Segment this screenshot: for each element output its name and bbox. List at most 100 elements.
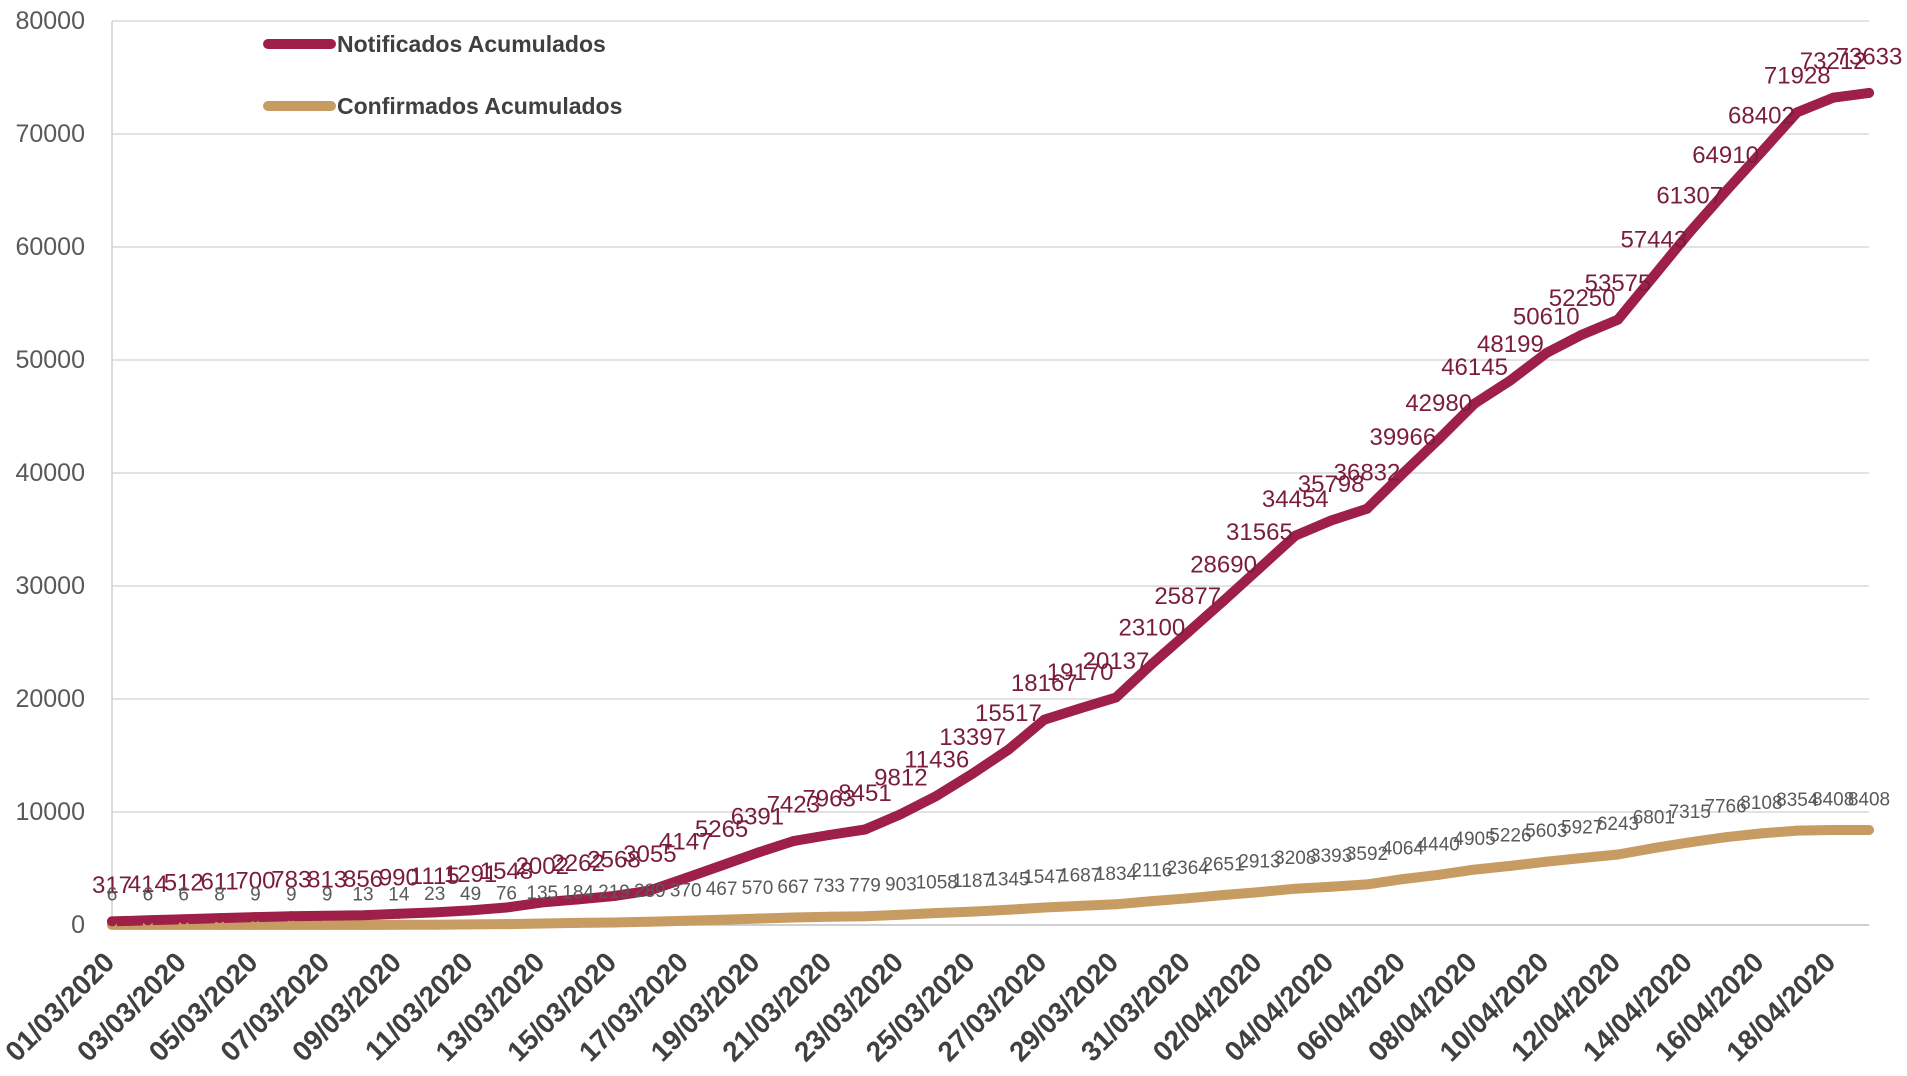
notificados-point xyxy=(1039,714,1050,725)
notificados-data-label: 28690 xyxy=(1190,551,1257,578)
notificados-data-label: 2002 xyxy=(516,853,569,880)
notificados-series-line xyxy=(107,87,1874,927)
confirmados-point xyxy=(716,914,727,925)
notificados-point xyxy=(358,910,368,921)
notificados-point xyxy=(752,847,763,858)
confirmados-point xyxy=(1648,843,1659,854)
notificados-point xyxy=(1864,87,1874,98)
confirmados-data-label: 23 xyxy=(424,884,445,905)
notificados-point xyxy=(286,911,297,922)
data-labels: 3174145126117007838138569901115129115482… xyxy=(92,43,1902,905)
confirmados-point xyxy=(860,911,870,922)
notificados-data-label: 35798 xyxy=(1298,471,1365,498)
confirmados-point xyxy=(1613,849,1623,860)
y-tick-label: 60000 xyxy=(15,233,85,261)
notificados-point xyxy=(214,913,225,924)
gridlines xyxy=(112,20,1869,813)
confirmados-data-label: 6 xyxy=(107,884,118,905)
confirmados-data-label: 49 xyxy=(460,884,481,905)
notificados-data-label: 18167 xyxy=(1011,670,1078,697)
confirmados-data-label: 219 xyxy=(598,882,630,903)
notificados-data-label: 512 xyxy=(164,870,204,897)
notificados-data-label: 11436 xyxy=(904,746,969,773)
y-tick-labels: 0 10000 20000 30000 40000 50000 60000 70000 8000… xyxy=(15,7,85,939)
notificados-data-label: 73212 xyxy=(1800,48,1867,75)
y-tick-label: 30000 xyxy=(15,572,85,600)
confirmados-data-label: 5226 xyxy=(1489,825,1531,846)
notificados-point xyxy=(107,916,117,927)
notificados-point xyxy=(1541,348,1552,359)
confirmados-point xyxy=(1792,825,1803,836)
notificados-data-label: 813 xyxy=(307,866,347,893)
confirmados-point xyxy=(393,919,404,930)
notificados-point xyxy=(1505,375,1516,386)
notificados-data-label: 6391 xyxy=(731,803,784,830)
notificados-point xyxy=(1433,434,1444,445)
confirmados-data-label: 2651 xyxy=(1202,855,1244,876)
confirmados-data-label: 903 xyxy=(885,874,917,895)
confirmados-point xyxy=(1469,864,1480,875)
notificados-data-label: 71928 xyxy=(1764,63,1831,90)
confirmados-data-label: 1187 xyxy=(952,871,993,892)
confirmados-point xyxy=(322,919,333,930)
confirmados-data-label: 8108 xyxy=(1740,793,1782,814)
confirmados-point xyxy=(501,919,512,930)
notificados-data-label: 20137 xyxy=(1083,648,1150,675)
confirmados-point xyxy=(788,912,799,923)
notificados-point xyxy=(1613,314,1623,325)
notificados-point xyxy=(178,914,189,925)
confirmados-series-line xyxy=(107,825,1874,930)
confirmados-data-label: 14 xyxy=(388,884,410,905)
confirmados-data-label: 7766 xyxy=(1704,797,1746,818)
confirmados-data-label: 667 xyxy=(777,877,809,898)
series-lines xyxy=(107,87,1874,930)
notificados-point xyxy=(931,790,942,801)
notificados-point xyxy=(680,873,691,884)
confirmados-point xyxy=(1433,869,1444,880)
notificados-point xyxy=(644,885,655,896)
confirmados-data-label: 2364 xyxy=(1167,858,1210,879)
confirmados-data-label: 1058 xyxy=(916,873,958,894)
notificados-data-label: 317 xyxy=(92,872,132,899)
confirmados-point xyxy=(250,919,261,930)
notificados-data-label: 7423 xyxy=(767,792,820,819)
notificados-data-label: 13397 xyxy=(939,724,1006,751)
x-tick-labels: 01/03/202003/03/202005/03/202007/03/2020… xyxy=(0,946,1841,1067)
notificados-point xyxy=(716,860,727,871)
notificados-point xyxy=(142,915,153,926)
notificados-point xyxy=(429,907,440,918)
notificados-point xyxy=(1648,270,1659,281)
confirmados-point xyxy=(1684,837,1695,848)
notificados-point xyxy=(1469,398,1480,409)
confirmados-data-label: 1345 xyxy=(987,869,1029,890)
confirmados-point xyxy=(465,919,476,930)
confirmados-data-label: 779 xyxy=(849,876,881,897)
notificados-point xyxy=(788,836,799,847)
notificados-data-label: 3055 xyxy=(623,841,676,868)
confirmados-point xyxy=(644,916,655,927)
notificados-point xyxy=(393,908,404,919)
notificados-point xyxy=(250,912,261,923)
confirmados-point xyxy=(967,906,978,917)
notificados-data-label: 2262 xyxy=(551,850,604,877)
confirmados-point xyxy=(573,917,584,928)
notificados-data-label: 73633 xyxy=(1836,43,1903,70)
confirmados-data-label: 467 xyxy=(706,879,738,900)
notificados-data-label: 31565 xyxy=(1226,519,1293,546)
notificados-data-label: 9812 xyxy=(874,765,927,792)
confirmados-data-label: 4905 xyxy=(1453,829,1495,850)
data-points xyxy=(107,87,1874,930)
confirmados-data-label: 1687 xyxy=(1059,865,1101,886)
notificados-point xyxy=(465,905,476,916)
confirmados-point xyxy=(609,917,619,928)
notificados-data-label: 50610 xyxy=(1513,304,1580,331)
notificados-data-label: 414 xyxy=(128,871,168,898)
confirmados-point xyxy=(1182,893,1193,904)
notificados-point xyxy=(573,894,584,905)
confirmados-data-label: 5603 xyxy=(1525,821,1567,842)
confirmados-data-label: 8354 xyxy=(1776,790,1819,811)
confirmados-data-label: 4440 xyxy=(1418,834,1460,855)
notificados-point xyxy=(609,890,619,901)
